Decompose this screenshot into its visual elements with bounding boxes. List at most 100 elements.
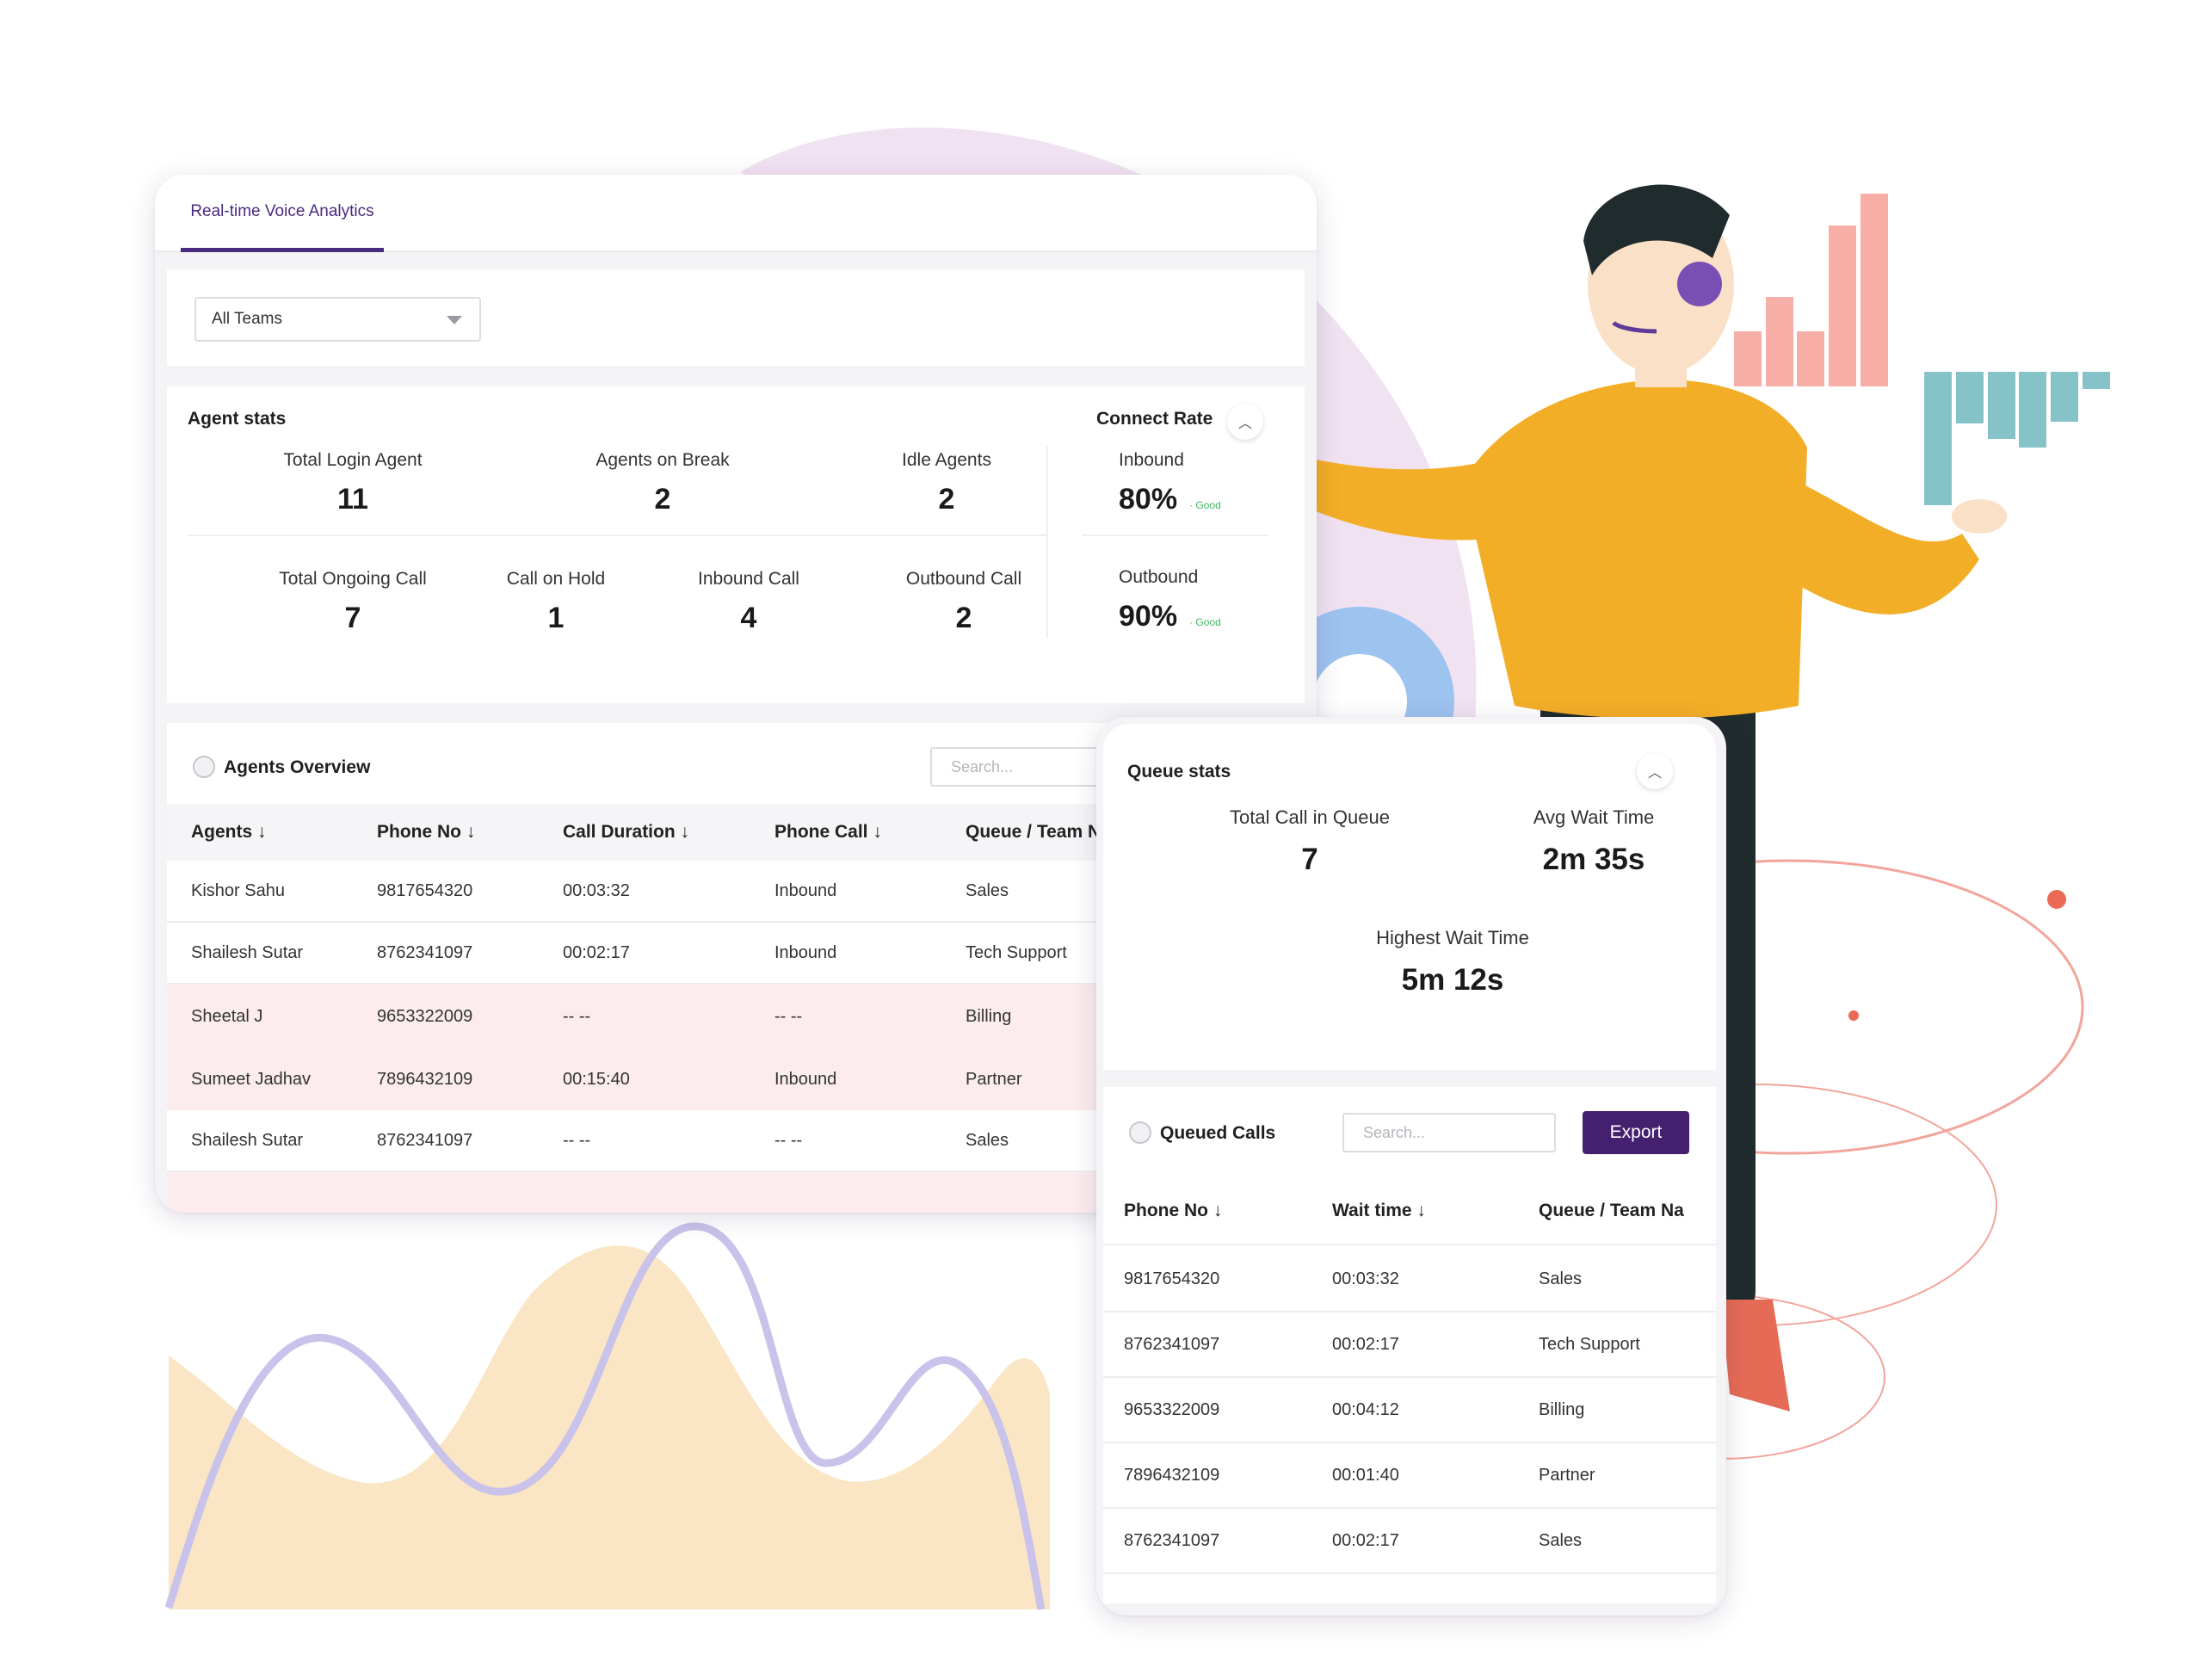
queue-stats-card: Queue stats ︿ Total Call in Queue 7 Avg … <box>1096 717 1726 1615</box>
status-badge: · Good <box>1189 499 1221 511</box>
stat-total-call-in-queue: Total Call in Queue 7 <box>1181 806 1439 877</box>
column-header-phone[interactable]: Phone No ↓ <box>1124 1201 1223 1220</box>
decor-bar-down-4 <box>2051 372 2078 422</box>
cell-phone: 9817654320 <box>1124 1269 1220 1288</box>
stat-call-on-hold: Call on Hold 1 <box>461 569 651 635</box>
stat-label: Avg Wait Time <box>1533 806 1655 828</box>
column-header-wait-time[interactable]: Wait time ↓ <box>1332 1201 1426 1220</box>
stat-label: Total Call in Queue <box>1230 806 1390 828</box>
stat-label: Call on Hold <box>506 569 606 589</box>
cell-agent: Kishor Sahu <box>191 880 285 900</box>
column-header-agents[interactable]: Agents ↓ <box>191 822 267 842</box>
cell-queue: Tech Support <box>966 942 1067 962</box>
chevron-up-icon: ︿ <box>1647 766 1662 781</box>
orbit-dot-large <box>2047 890 2066 909</box>
stat-value: 2 <box>955 602 972 634</box>
agent-stats-collapse-button[interactable]: ︿ <box>1227 404 1263 440</box>
status-text: Good <box>1195 616 1221 628</box>
team-filter-value: All Teams <box>212 310 283 328</box>
stat-avg-wait-time: Avg Wait Time 2m 35s <box>1465 806 1723 877</box>
cell-phone: 8762341097 <box>377 1130 473 1150</box>
cell-phone: 9653322009 <box>377 1006 473 1026</box>
cell-phone: 9817654320 <box>377 880 473 900</box>
decor-bar-down-2 <box>1988 372 2015 439</box>
table-row[interactable]: 9817654320 00:03:32 Sales <box>1103 1247 1716 1312</box>
cell-duration: 00:02:17 <box>563 942 630 962</box>
cell-queue: Sales <box>1539 1530 1583 1550</box>
cell-wait-time: 00:03:32 <box>1332 1269 1399 1288</box>
stat-label: Total Ongoing Call <box>279 569 427 589</box>
stat-value: 2 <box>654 483 671 516</box>
export-button[interactable]: Export <box>1583 1111 1689 1154</box>
cell-phone: 8762341097 <box>1124 1530 1220 1550</box>
cell-phone: 9653322009 <box>1124 1399 1220 1419</box>
cell-phone: 7896432109 <box>377 1069 473 1089</box>
stat-inbound-call: Inbound Call 4 <box>654 569 843 635</box>
cell-queue: Partner <box>966 1069 1022 1089</box>
cell-queue: Billing <box>1539 1399 1585 1419</box>
column-header-phone-call[interactable]: Phone Call ↓ <box>774 822 882 842</box>
column-header-queue[interactable]: Queue / Team N <box>966 822 1102 842</box>
info-icon <box>1129 1121 1151 1144</box>
decor-bar-down-0 <box>1924 372 1952 505</box>
connect-rate-separator <box>1083 534 1268 536</box>
tab-bar: Real-time Voice Analytics <box>155 175 1317 252</box>
team-filter-dropdown[interactable]: All Teams <box>194 297 481 342</box>
queued-calls-panel: Queued Calls Search... Export Phone No ↓… <box>1103 1087 1716 1603</box>
decor-bar-down-3 <box>2019 372 2046 448</box>
connect-rate-label: Inbound <box>1119 450 1184 470</box>
stat-label: Inbound Call <box>698 569 799 589</box>
stat-value: 7 <box>1301 843 1318 876</box>
connect-rate-divider <box>1046 447 1048 638</box>
tab-realtime-voice-analytics[interactable]: Real-time Voice Analytics <box>181 175 384 252</box>
stat-value: 2 <box>938 483 955 516</box>
stat-value: 11 <box>337 483 368 516</box>
cell-call-type: Inbound <box>774 942 837 962</box>
queued-calls-search-input[interactable]: Search... <box>1342 1113 1556 1152</box>
cell-duration: 00:15:40 <box>563 1069 630 1089</box>
queue-stats-panel: Queue stats ︿ Total Call in Queue 7 Avg … <box>1103 724 1716 1070</box>
stat-idle-agents: Idle Agents 2 <box>852 450 1041 516</box>
cell-call-type: Inbound <box>774 880 837 900</box>
queued-calls-title: Queued Calls <box>1160 1123 1276 1143</box>
stat-value: 7 <box>344 602 361 634</box>
info-icon <box>193 756 215 778</box>
agents-overview-title: Agents Overview <box>224 757 371 777</box>
queue-stats-collapse-button[interactable]: ︿ <box>1637 753 1673 789</box>
connect-rate-value: 90% <box>1119 600 1178 633</box>
agents-search-input[interactable]: Search... <box>930 747 1102 787</box>
column-header-duration[interactable]: Call Duration ↓ <box>563 822 690 842</box>
column-header-phone[interactable]: Phone No ↓ <box>377 822 476 842</box>
cell-call-type: -- -- <box>774 1130 803 1150</box>
cell-queue: Sales <box>966 880 1009 900</box>
cell-phone: 8762341097 <box>1124 1334 1220 1354</box>
stat-label: Idle Agents <box>902 450 991 470</box>
column-header-queue[interactable]: Queue / Team Na <box>1539 1201 1684 1220</box>
table-row[interactable]: 8762341097 00:02:17 Tech Support <box>1103 1312 1716 1378</box>
table-row[interactable]: 7896432109 00:01:40 Partner <box>1103 1443 1716 1509</box>
connect-rate-inbound: Inbound 80% · Good <box>1119 450 1221 516</box>
peach-wave <box>169 1245 1050 1609</box>
bar-graphic <box>1734 194 2110 505</box>
connect-rate-value: 80% <box>1119 483 1178 516</box>
status-text: Good <box>1195 499 1221 511</box>
agent-stats-title: Agent stats <box>188 409 287 429</box>
table-row[interactable]: 8762341097 00:02:17 Sales <box>1103 1509 1716 1574</box>
stat-label: Outbound Call <box>905 569 1022 589</box>
cell-agent: Shailesh Sutar <box>191 1130 304 1150</box>
decor-bar-down-5 <box>2083 372 2110 389</box>
cell-phone: 8762341097 <box>377 942 473 962</box>
lilac-line <box>164 1222 1046 1610</box>
status-badge: · Good <box>1189 616 1221 628</box>
decor-bar-up-1 <box>1766 297 1793 386</box>
cell-call-type: Inbound <box>774 1069 837 1089</box>
cell-phone: 7896432109 <box>1124 1465 1220 1485</box>
connect-rate-title: Connect Rate <box>1096 409 1213 429</box>
chevron-up-icon: ︿ <box>1237 417 1252 431</box>
connect-rate-label: Outbound <box>1119 567 1199 587</box>
filter-panel: All Teams <box>167 269 1305 366</box>
table-row[interactable]: 9653322009 00:04:12 Billing <box>1103 1378 1716 1443</box>
stat-value: 4 <box>740 602 757 634</box>
chevron-down-icon <box>447 316 462 324</box>
cell-agent: Sumeet Jadhav <box>191 1069 311 1089</box>
